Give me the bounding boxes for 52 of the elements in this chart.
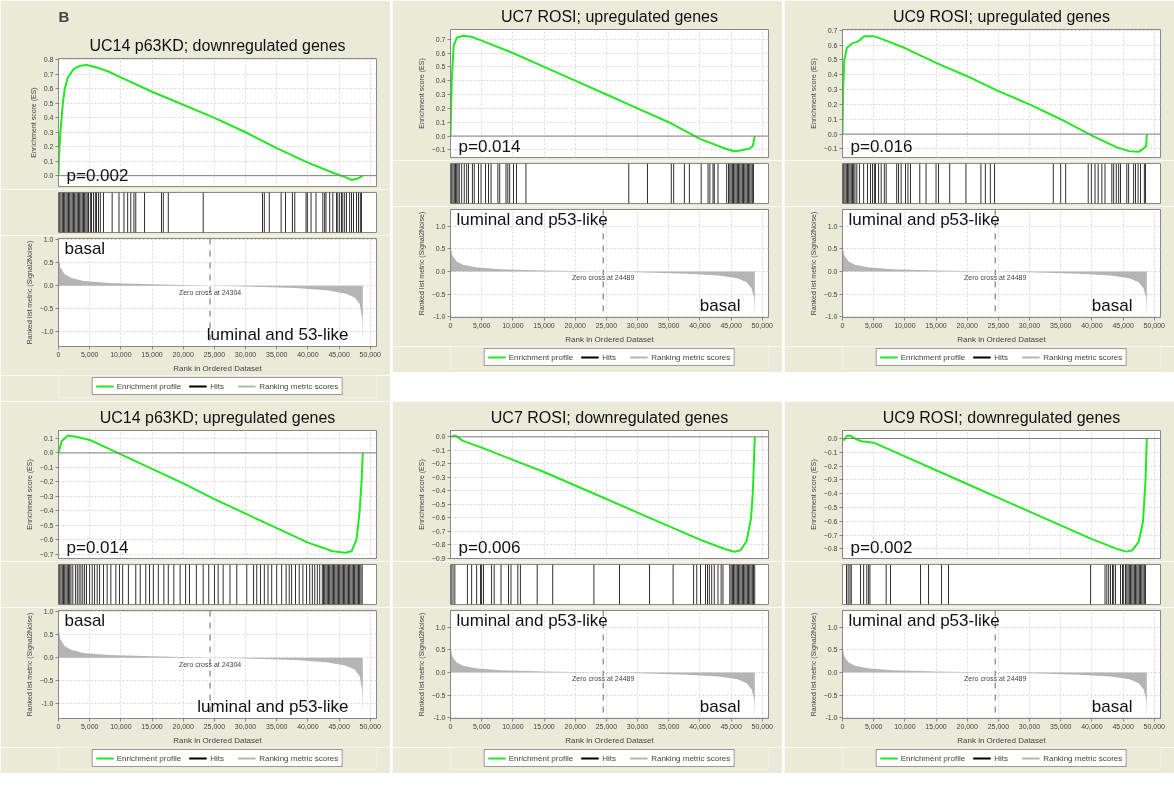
text: B xyxy=(58,7,70,25)
legend-label: Ranking metric scores xyxy=(259,753,339,763)
annotation: p=0.002 xyxy=(66,165,129,185)
annotation: basal xyxy=(64,238,106,258)
chart-title: UC7 ROSI; upregulated genes xyxy=(500,7,719,25)
annotation: p=0.014 xyxy=(458,136,521,156)
legend-label: Ranking metric scores xyxy=(651,352,731,362)
legend-label: Hits xyxy=(602,352,617,362)
legend-label: Ranking metric scores xyxy=(259,381,339,391)
legend-label: Enrichment profile xyxy=(900,753,966,763)
annotation: basal xyxy=(1091,295,1133,315)
annotation: luminal and p53-like xyxy=(848,610,1000,630)
x-axis-title: Rank in Ordered Dataset xyxy=(957,334,1047,344)
annotation: basal xyxy=(699,295,741,315)
x-axis-title: Rank in Ordered Dataset xyxy=(173,735,263,745)
legend-label: Ranking metric scores xyxy=(1043,352,1123,362)
annotation: luminal and p53-like xyxy=(456,209,608,229)
line-series xyxy=(450,34,756,153)
annotation: p=0.014 xyxy=(66,537,129,557)
legend-label: Hits xyxy=(994,753,1009,763)
x-axis-title: Rank in Ordered Dataset xyxy=(957,735,1047,745)
chart-title: UC9 ROSI; downregulated genes xyxy=(882,408,1121,426)
annotation: basal xyxy=(699,696,741,716)
legend-label: Enrichment profile xyxy=(508,352,574,362)
chart-title: UC7 ROSI; downregulated genes xyxy=(490,408,729,426)
annotation: p=0.016 xyxy=(850,136,913,156)
chart-title: UC14 p63KD; downregulated genes xyxy=(89,36,346,54)
legend-label: Hits xyxy=(210,381,225,391)
legend-label: Enrichment profile xyxy=(900,352,966,362)
x-axis-title: Rank in Ordered Dataset xyxy=(565,735,655,745)
annotation: luminal and 53-like xyxy=(206,324,349,344)
annotation: luminal and p53-like xyxy=(456,610,608,630)
line-series xyxy=(58,434,364,554)
legend-label: Enrichment profile xyxy=(116,381,182,391)
annotation: luminal and p53-like xyxy=(848,209,1000,229)
line-series xyxy=(842,35,1148,153)
legend-label: Hits xyxy=(210,753,225,763)
chart-title: UC14 p63KD; upregulated genes xyxy=(99,408,336,426)
legend-label: Hits xyxy=(602,753,617,763)
annotation: basal xyxy=(1091,696,1133,716)
legend-label: Hits xyxy=(994,352,1009,362)
annotation: luminal and p53-like xyxy=(197,696,349,716)
chart-title: UC9 ROSI; upregulated genes xyxy=(892,7,1111,25)
legend-label: Ranking metric scores xyxy=(651,753,731,763)
legend-label: Enrichment profile xyxy=(508,753,574,763)
legend-label: Ranking metric scores xyxy=(1043,753,1123,763)
x-axis-title: Rank in Ordered Dataset xyxy=(173,363,263,373)
annotation: basal xyxy=(64,610,106,630)
x-axis-title: Rank in Ordered Dataset xyxy=(565,334,655,344)
legend-label: Enrichment profile xyxy=(116,753,182,763)
annotation: p=0.002 xyxy=(850,537,913,557)
annotation: p=0.006 xyxy=(458,537,521,557)
